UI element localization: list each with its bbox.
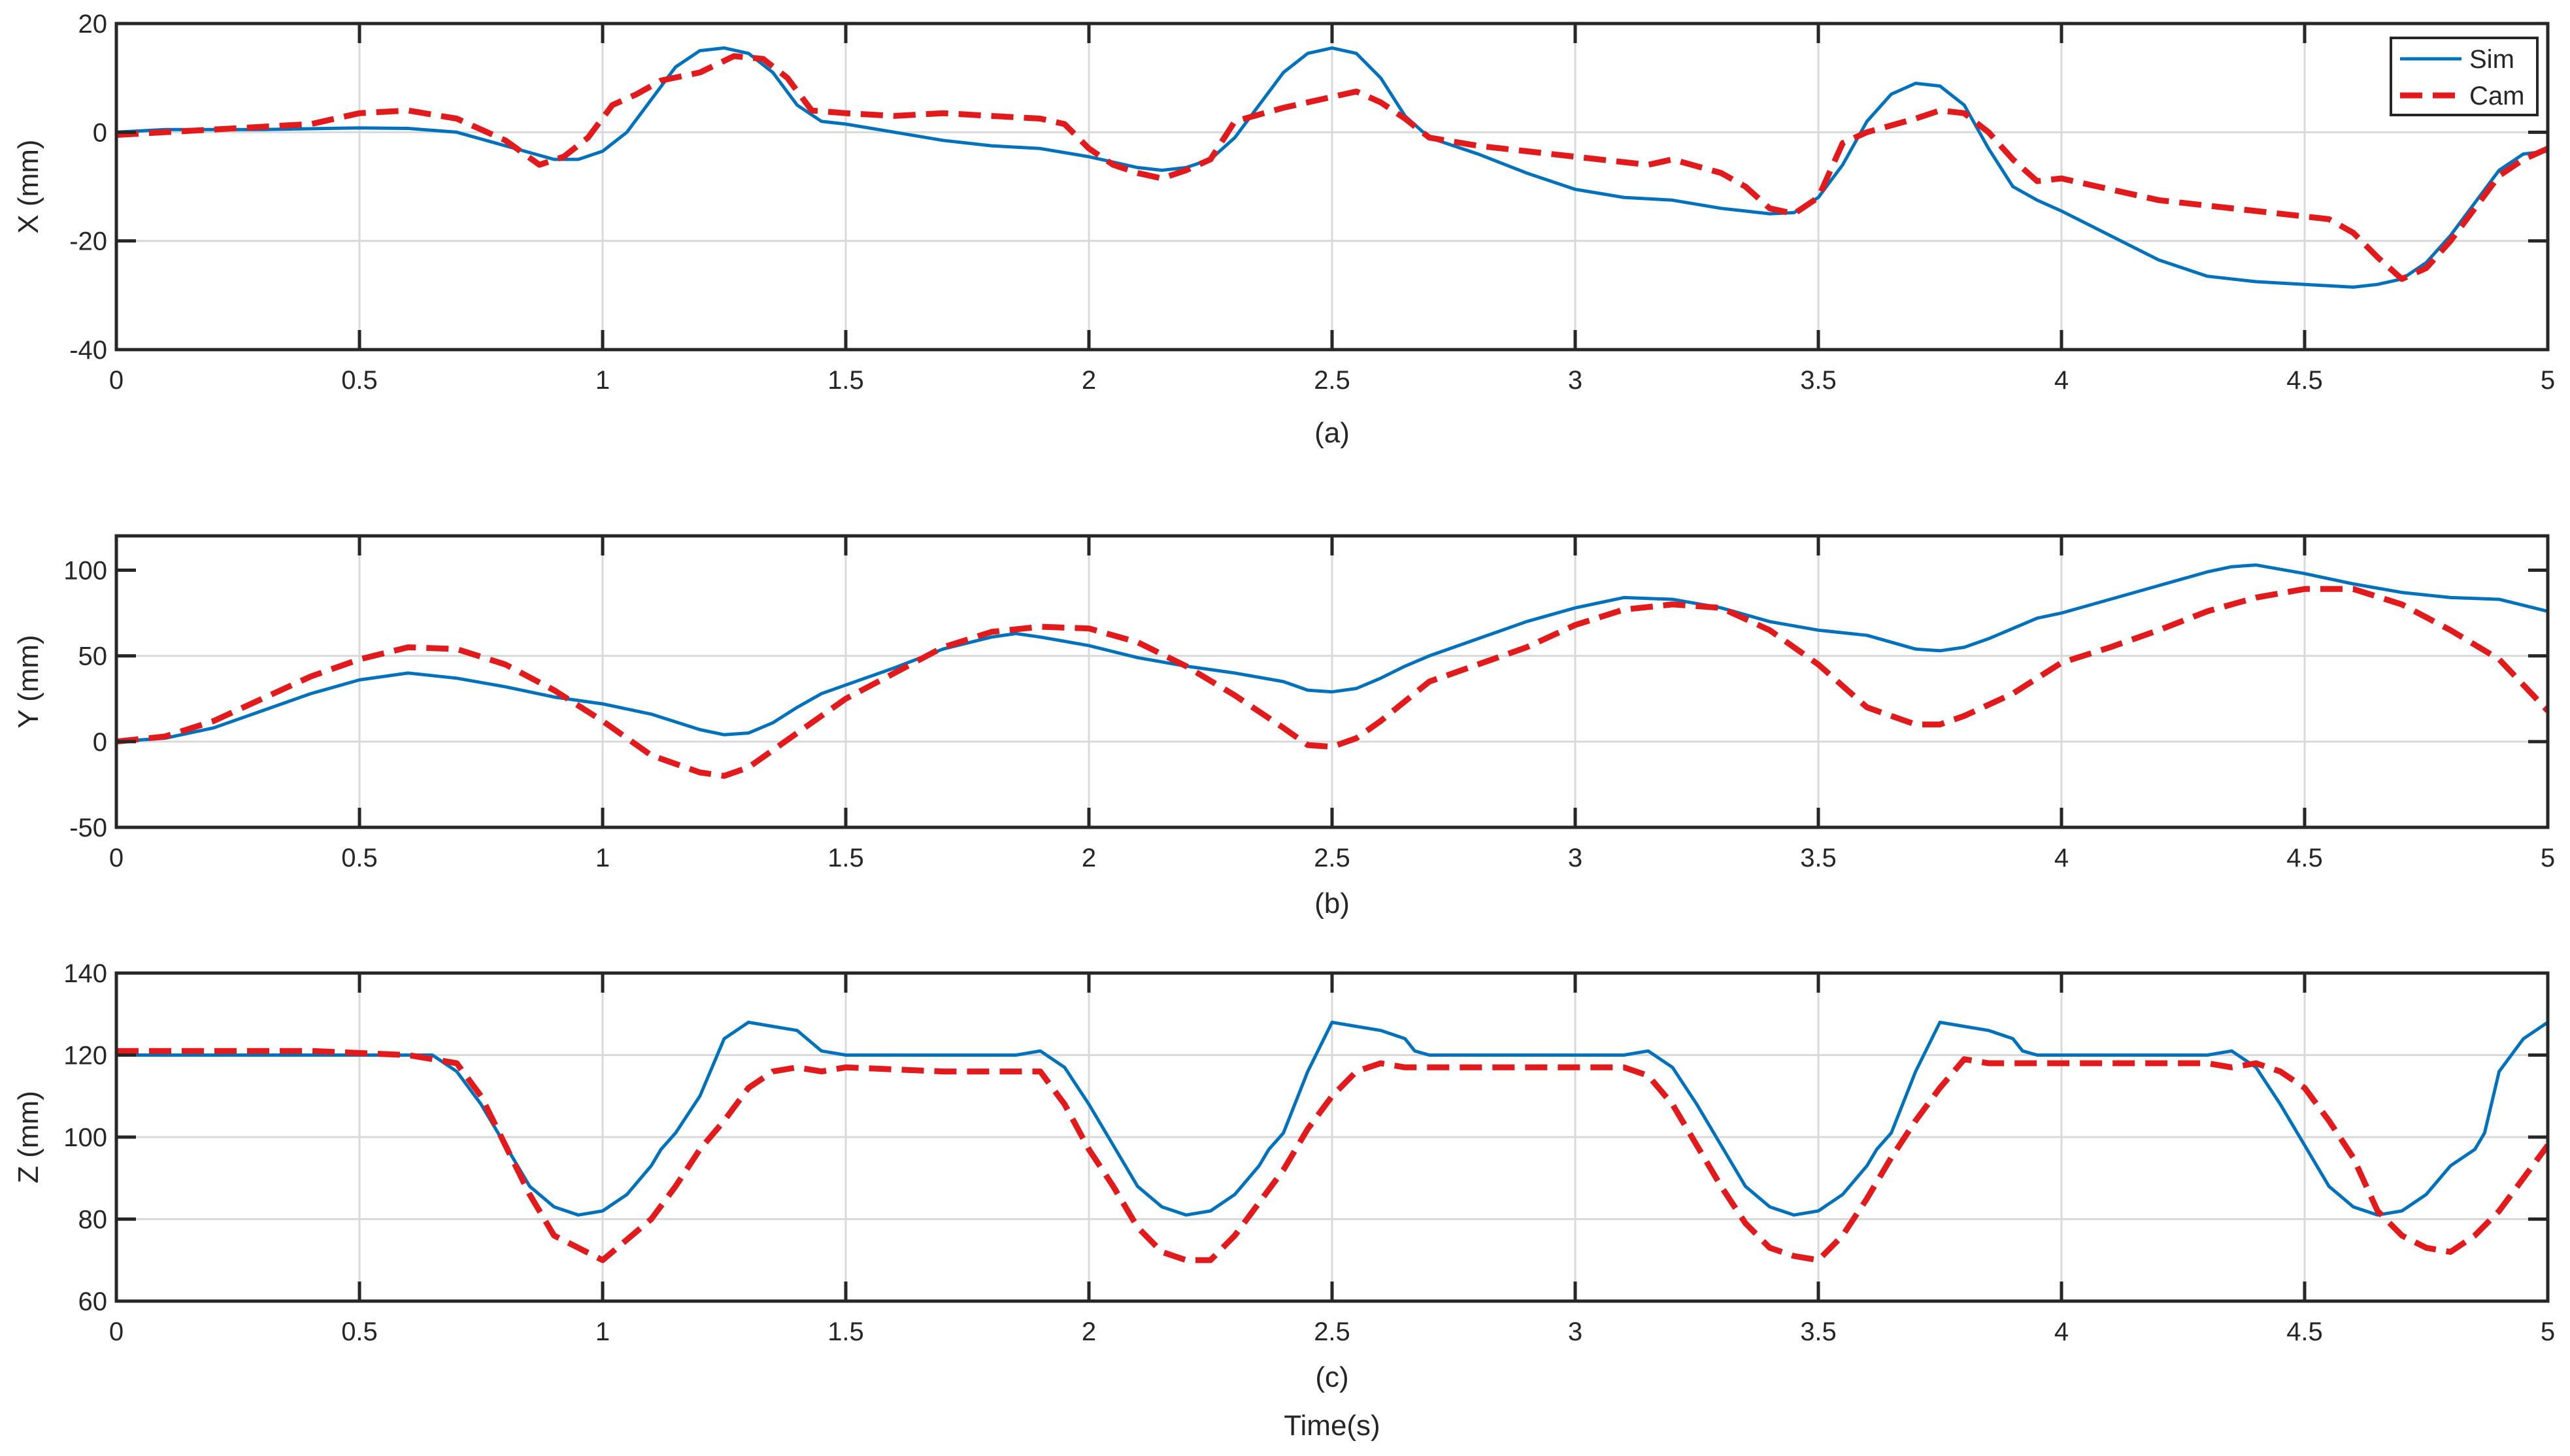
series-line-cam: [116, 586, 2548, 779]
legend: Sim Cam: [2390, 37, 2539, 116]
x-tick-label: 0.5: [341, 366, 378, 395]
x-tick-label: 3.5: [1800, 366, 1837, 395]
series-line-sim: [116, 1020, 2548, 1217]
y-tick-label: 50: [78, 642, 108, 671]
panel-c: 0 0.5 1 1.5 2 2.5 3 3.5 4 4.5 5 60 80 100 120 140 Z (mm)…: [12, 959, 2555, 1393]
x-tick-label: 0.5: [341, 844, 378, 872]
y-tick-label: 100: [63, 1123, 107, 1152]
legend-label-sim: Sim: [2469, 45, 2514, 74]
y-tick-label: 0: [93, 118, 107, 147]
panel-caption: (c): [1315, 1361, 1348, 1393]
x-tick-label: 5: [2541, 366, 2555, 395]
y-tick-label: 100: [63, 556, 107, 585]
y-tick-label: 140: [63, 959, 107, 988]
y-tick-label: -50: [69, 814, 107, 842]
y-tick-label: -40: [69, 336, 107, 365]
panel-caption: (b): [1314, 887, 1350, 919]
y-tick-label: 80: [78, 1206, 108, 1234]
x-tick-label: 2: [1082, 844, 1096, 872]
y-tick-label: -20: [69, 227, 107, 256]
x-tick-label: 4: [2054, 1317, 2069, 1346]
x-tick-label: 2.5: [1314, 1317, 1350, 1346]
x-tick-label: 0: [109, 366, 124, 395]
x-tick-label: 4.5: [2286, 1317, 2323, 1346]
x-tick-label: 0: [109, 1317, 124, 1346]
x-tick-label: 4.5: [2286, 366, 2323, 395]
x-tick-label: 1: [595, 844, 610, 872]
x-tick-label: 2: [1082, 366, 1096, 395]
x-tick-label: 1: [595, 366, 610, 395]
legend-label-cam: Cam: [2469, 82, 2524, 110]
panel-caption: (a): [1314, 417, 1350, 449]
x-tick-label: 0.5: [341, 1317, 378, 1346]
y-axis-label: Y (mm): [12, 635, 44, 728]
x-tick-label: 2.5: [1314, 844, 1350, 872]
y-tick-label: 0: [93, 728, 107, 757]
figure-x-axis-label: Time(s): [1284, 1410, 1380, 1442]
x-tick-label: 4: [2054, 366, 2069, 395]
x-tick-label: 2.5: [1314, 366, 1350, 395]
series-line-sim: [116, 563, 2548, 744]
x-tick-label: 5: [2541, 844, 2555, 872]
x-tick-label: 0: [109, 844, 124, 872]
x-tick-label: 3: [1568, 844, 1582, 872]
x-tick-label: 2: [1082, 1317, 1096, 1346]
x-tick-label: 1: [595, 1317, 610, 1346]
series-line-cam: [116, 1048, 2548, 1263]
x-tick-label: 1.5: [827, 844, 864, 872]
y-tick-label: 60: [78, 1287, 108, 1316]
y-axis-label: X (mm): [12, 139, 44, 233]
y-axis-label: Z (mm): [12, 1091, 44, 1183]
x-tick-label: 1.5: [827, 366, 864, 395]
panel-a: 0 0.5 1 1.5 2 2.5 3 3.5 4 4.5 5 -40 -20 0 20 X (mm) (a) S…: [12, 10, 2555, 449]
x-tick-label: 3: [1568, 1317, 1582, 1346]
series-line-cam: [116, 53, 2548, 282]
x-tick-label: 5: [2541, 1317, 2555, 1346]
x-tick-label: 3.5: [1800, 1317, 1837, 1346]
x-tick-label: 3: [1568, 366, 1582, 395]
x-tick-label: 1.5: [827, 1317, 864, 1346]
legend-box: [2390, 37, 2539, 116]
y-tick-label: 120: [63, 1042, 107, 1070]
x-tick-label: 4.5: [2286, 844, 2323, 872]
x-tick-label: 4: [2054, 844, 2069, 872]
y-tick-label: 20: [78, 10, 108, 39]
x-tick-label: 3.5: [1800, 844, 1837, 872]
